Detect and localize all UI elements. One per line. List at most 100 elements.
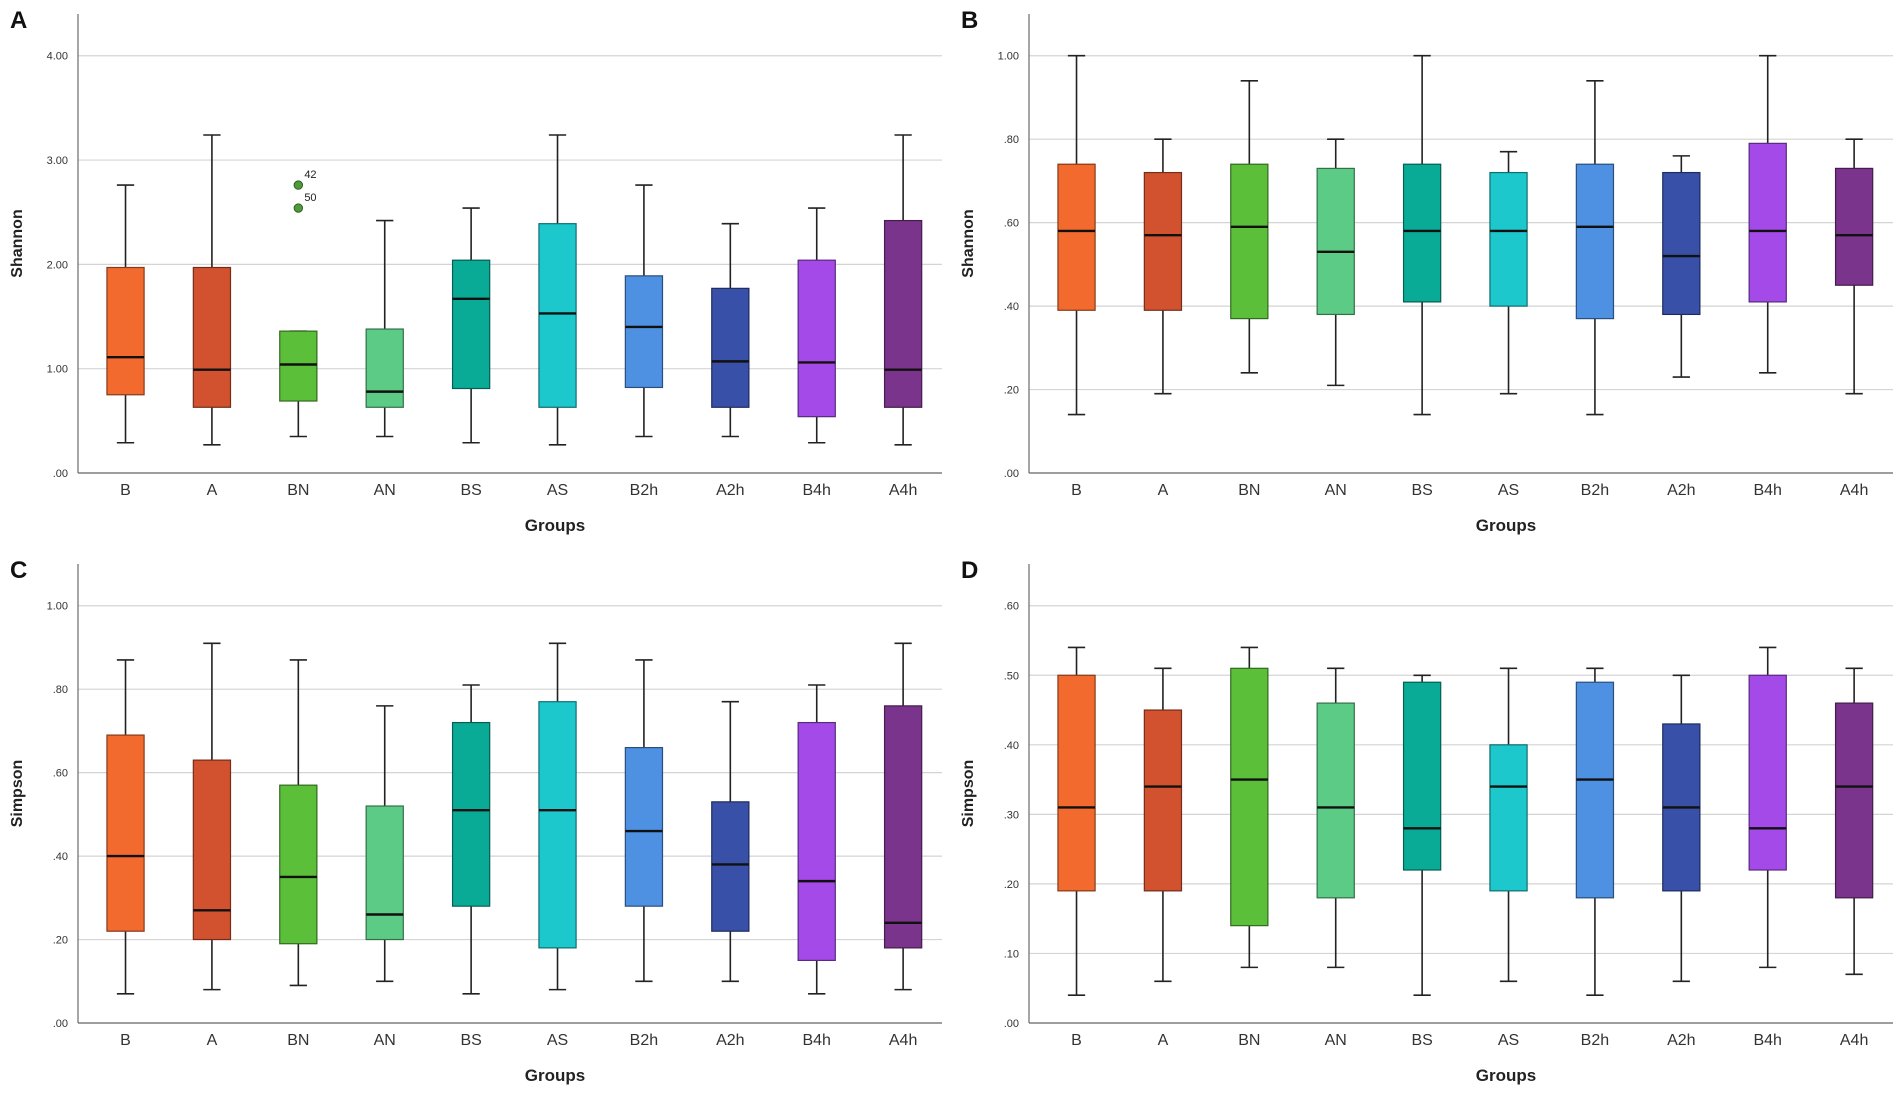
box-group-b: [106, 184, 145, 444]
x-tick-label: A4h: [1840, 482, 1868, 499]
x-tick-label: B4h: [1753, 482, 1781, 499]
chart-panel-c: C .00 .20 .40 .60 .80 1.00 B A BN AN BS AS B2h A2h B4h A…: [0, 550, 951, 1100]
y-tick-label: 1.00: [47, 601, 68, 613]
chart-panel-d: D .00 .10 .20 .30 .40 .50 .60 B A BN AN BS AS B2h A2h B4…: [951, 550, 1902, 1100]
box-as: [538, 223, 577, 408]
x-axis-title: Groups: [1476, 516, 1536, 535]
y-tick-label: 1.00: [998, 51, 1019, 63]
box-group-b2h: [1575, 667, 1615, 996]
box-group-b4h: [797, 684, 836, 995]
box-group-a2h: [711, 700, 750, 983]
box-bs: [451, 259, 491, 390]
y-tick-label: .50: [1004, 670, 1019, 682]
box-a4h: [883, 219, 923, 408]
y-axis-title: Shannon: [960, 209, 977, 277]
box-as: [1489, 171, 1528, 307]
y-tick-label: 4.00: [47, 51, 68, 63]
box-group-bn: [279, 330, 318, 438]
box-b4h: [797, 259, 836, 418]
x-tick-label: BS: [460, 482, 481, 499]
box-bn: [1230, 163, 1269, 320]
x-tick-label: A2h: [1667, 482, 1695, 499]
x-tick-label: B: [1071, 482, 1082, 499]
box-b2h: [624, 747, 664, 907]
boxplot-chart-d: D .00 .10 .20 .30 .40 .50 .60 B A BN AN BS AS B2h A2h B4…: [960, 557, 1893, 1085]
y-tick-label: .30: [1004, 809, 1019, 821]
box-group-bn: [1230, 646, 1269, 969]
y-tick-label: 1.00: [47, 364, 68, 376]
x-tick-label: A4h: [1840, 1032, 1868, 1049]
box-group-b2h: [1575, 79, 1615, 416]
x-tick-label: BN: [1238, 482, 1260, 499]
y-axis-title: Simpson: [9, 760, 26, 828]
y-tick-label: .00: [1004, 1018, 1019, 1030]
x-tick-label: B4h: [802, 1032, 830, 1049]
outlier-point: [293, 180, 304, 190]
y-tick-label: .60: [1004, 601, 1019, 613]
x-tick-label: B2h: [630, 482, 658, 499]
box-group-as: [538, 642, 577, 991]
box-group-a2h: [711, 222, 750, 438]
chart-panel-b: B .00 .20 .40 .60 .80 1.00 B A BN AN BS AS B2h A2h B4h A…: [951, 0, 1902, 550]
box-bn: [279, 784, 318, 945]
box-b2h: [1575, 163, 1615, 320]
x-tick-label: AS: [1498, 1032, 1519, 1049]
x-tick-label: B: [1071, 1032, 1082, 1049]
y-tick-label: .40: [1004, 301, 1019, 313]
x-tick-label: A: [207, 1032, 218, 1049]
box-group-a2h: [1662, 674, 1701, 983]
x-axis-title: Groups: [525, 516, 585, 535]
box-group-a: [192, 134, 232, 446]
box-group-b4h: [797, 207, 836, 444]
box-an: [365, 805, 404, 941]
box-group-a4h: [883, 134, 923, 446]
x-tick-label: A2h: [1667, 1032, 1695, 1049]
panel-label: C: [10, 557, 27, 584]
x-tick-label: A4h: [889, 1032, 917, 1049]
box-a: [192, 759, 232, 941]
box-a4h: [883, 705, 923, 949]
x-tick-label: AS: [547, 482, 568, 499]
box-group-b4h: [1748, 54, 1787, 374]
box-bn: [1230, 667, 1269, 927]
x-tick-label: B: [120, 482, 131, 499]
box-an: [1316, 702, 1355, 899]
x-axis-title: Groups: [525, 1066, 585, 1085]
panel-label: B: [961, 7, 978, 34]
box-group-bs: [1402, 54, 1442, 416]
box-group-b: [1057, 54, 1096, 416]
x-tick-label: AN: [1325, 482, 1347, 499]
y-axis-title: Simpson: [960, 760, 977, 828]
box-group-b: [106, 659, 145, 995]
box-a: [192, 266, 232, 408]
box-group-a: [1143, 667, 1183, 983]
boxplot-chart-c: C .00 .20 .40 .60 .80 1.00 B A BN AN BS AS B2h A2h B4h A…: [9, 557, 942, 1085]
outlier-label: 50: [304, 192, 316, 204]
x-tick-label: AN: [1325, 1032, 1347, 1049]
box-a2h: [1662, 171, 1701, 316]
box-group-b: [1057, 646, 1096, 996]
box-group-a: [192, 642, 232, 991]
box-bn: [279, 330, 318, 402]
x-tick-label: B: [120, 1032, 131, 1049]
box-b: [106, 734, 145, 932]
y-tick-label: .60: [1004, 218, 1019, 230]
panel-label: D: [961, 557, 978, 584]
x-tick-label: A: [1158, 1032, 1169, 1049]
boxplot-chart-b: B .00 .20 .40 .60 .80 1.00 B A BN AN BS AS B2h A2h B4h A…: [960, 7, 1893, 535]
box-group-bs: [451, 684, 491, 995]
y-tick-label: 3.00: [47, 155, 68, 167]
box-b: [1057, 163, 1096, 311]
box-a4h: [1834, 702, 1874, 899]
x-tick-label: B4h: [1753, 1032, 1781, 1049]
box-group-bs: [1402, 674, 1442, 996]
y-axis-title: Shannon: [9, 209, 26, 277]
x-tick-label: AS: [547, 1032, 568, 1049]
box-b4h: [797, 721, 836, 962]
chart-panel-a: A .00 1.00 2.00 3.00 4.00 B A BN AN BS AS B2h A2h B4h A…: [0, 0, 951, 550]
box-an: [1316, 167, 1355, 316]
y-tick-label: .40: [53, 851, 68, 863]
x-tick-label: AN: [374, 1032, 396, 1049]
box-group-a: [1143, 138, 1183, 395]
x-tick-label: B2h: [630, 1032, 658, 1049]
